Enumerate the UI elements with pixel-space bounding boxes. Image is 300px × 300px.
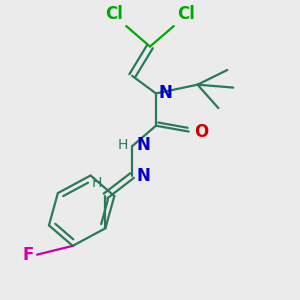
Text: H: H	[92, 176, 102, 190]
Text: N: N	[159, 85, 173, 103]
Text: Cl: Cl	[105, 5, 123, 23]
Text: H: H	[117, 138, 128, 152]
Text: N: N	[136, 136, 151, 154]
Text: O: O	[195, 123, 209, 141]
Text: F: F	[23, 246, 34, 264]
Text: N: N	[136, 167, 151, 184]
Text: Cl: Cl	[177, 5, 195, 23]
